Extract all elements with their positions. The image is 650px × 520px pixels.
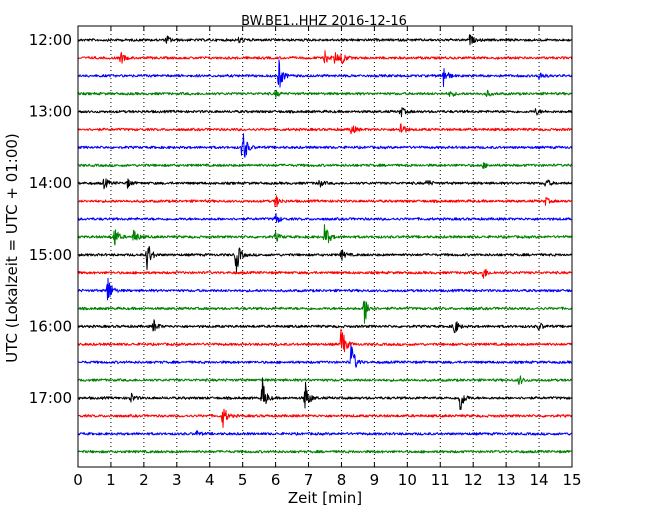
trace-line — [77, 268, 573, 279]
x-tick-label: 9 — [370, 471, 380, 489]
trace-line — [77, 50, 573, 65]
x-tick-label: 10 — [398, 471, 417, 489]
trace-line — [77, 430, 573, 436]
chart-title: BW.BE1..HHZ 2016-12-16 — [241, 14, 407, 29]
trace-line — [77, 449, 573, 454]
y-tick-label: 16:00 — [29, 317, 72, 335]
trace-line — [77, 133, 573, 158]
y-tick-label: 13:00 — [29, 103, 72, 121]
x-tick-label: 13 — [497, 471, 516, 489]
trace-line — [77, 246, 573, 273]
y-tick-label: 17:00 — [29, 389, 72, 407]
x-tick-label: 14 — [530, 471, 549, 489]
x-axis-label: Zeit [min] — [288, 489, 362, 507]
trace-line — [77, 375, 573, 385]
x-tick-label: 11 — [431, 471, 450, 489]
trace-line — [77, 224, 573, 246]
trace-line — [77, 178, 573, 190]
x-tick-label: 3 — [172, 471, 182, 489]
trace-line — [77, 319, 573, 334]
trace-line — [77, 195, 573, 208]
x-tick-label: 4 — [205, 471, 215, 489]
x-tick-label: 7 — [304, 471, 314, 489]
plot-frame — [77, 25, 573, 468]
y-tick-label: 12:00 — [29, 31, 72, 49]
grid-lines — [110, 26, 540, 467]
trace-line — [77, 344, 572, 368]
trace-line — [77, 162, 573, 169]
seismic-traces — [77, 34, 573, 454]
x-tick-label: 8 — [337, 471, 347, 489]
trace-line — [77, 408, 573, 428]
x-tick-label: 12 — [464, 471, 483, 489]
x-tick-label: 6 — [271, 471, 281, 489]
x-tick-label: 2 — [139, 471, 149, 489]
x-tick-label: 15 — [562, 471, 581, 489]
trace-line — [77, 328, 573, 353]
trace-line — [77, 59, 573, 88]
x-tick-label: 0 — [73, 471, 83, 489]
x-tick-label: 1 — [106, 471, 116, 489]
trace-line — [77, 123, 573, 135]
y-tick-label: 14:00 — [29, 174, 72, 192]
trace-line — [77, 300, 573, 324]
trace-line — [77, 34, 573, 46]
y-tick-label: 15:00 — [29, 246, 72, 264]
trace-line — [77, 213, 573, 223]
y-axis-label: UTC (Lokalzeit = UTC + 01:00) — [3, 133, 21, 363]
trace-line — [77, 89, 573, 98]
trace-line — [77, 107, 573, 118]
axis-ticks: 0 1 2 3 4 5 6 7 8 9 10 11 12 13 14 1512:0013:0014:0015:… — [29, 26, 582, 489]
trace-line — [77, 377, 573, 410]
x-tick-label: 5 — [238, 471, 248, 489]
trace-line — [77, 277, 573, 301]
